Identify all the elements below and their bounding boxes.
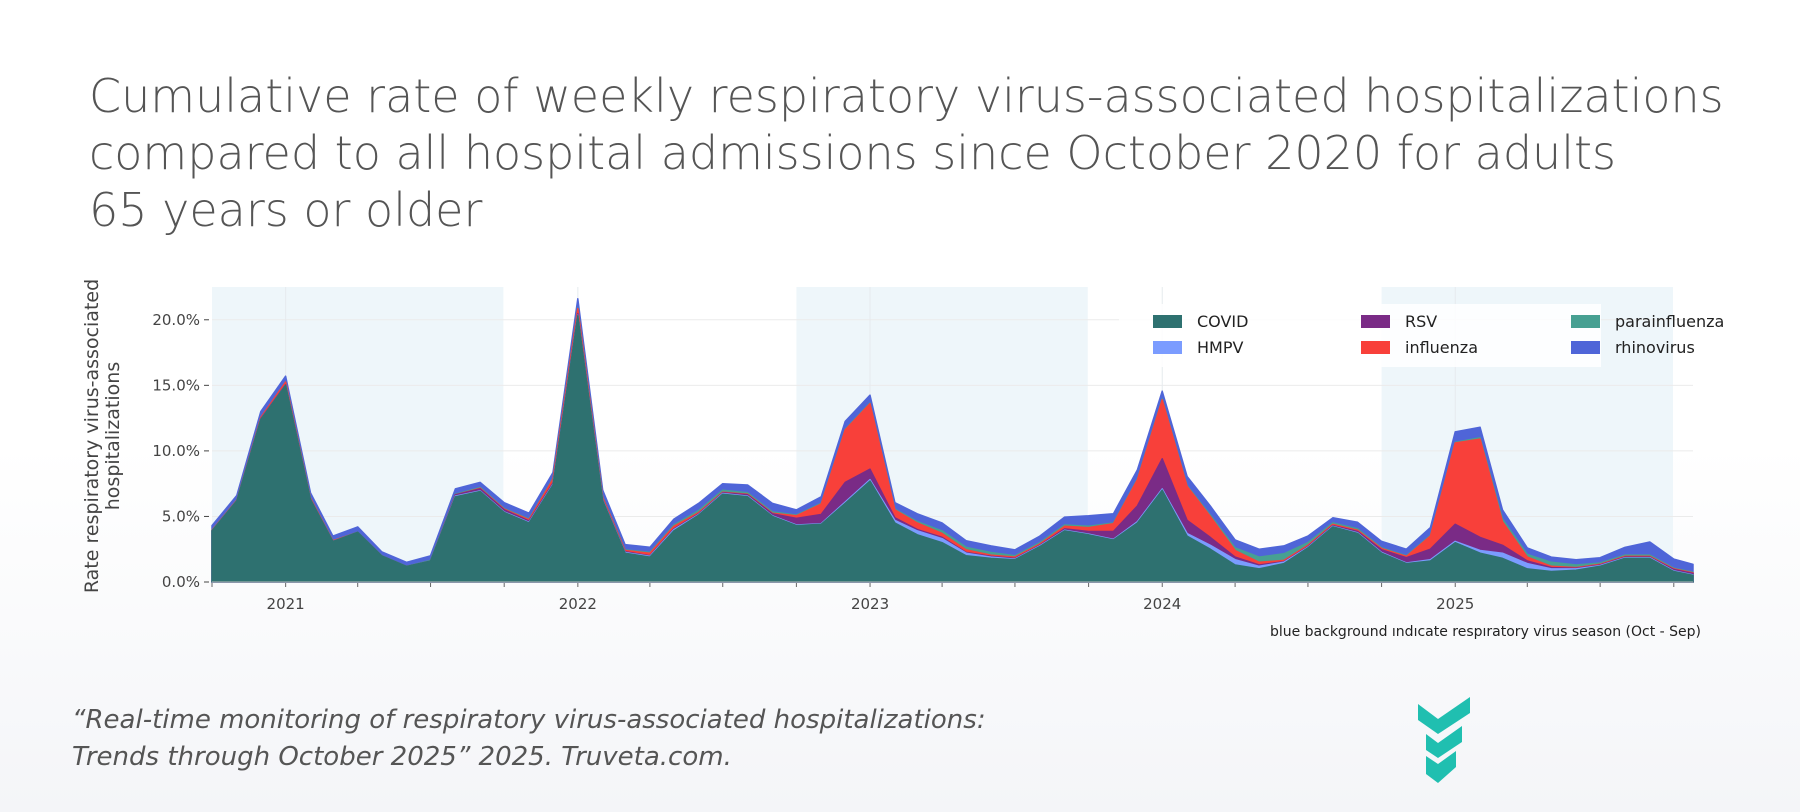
legend-item-influenza[interactable]: influenza [1361,338,1478,357]
y-tick-label: 20.0% [152,311,200,329]
x-tick-label: 2024 [1143,595,1181,613]
citation-line: “Real-time monitoring of respiratory vir… [72,705,986,735]
legend-swatch [1361,315,1390,328]
legend-swatch [1571,315,1600,328]
x-tick-label: 2025 [1436,595,1474,613]
legend-item-covid[interactable]: COVID [1153,312,1248,331]
season-note: blue background ındıcate respıratory vir… [1269,624,1701,640]
legend-label: rhinovirus [1615,338,1695,357]
y-tick-label: 5.0% [162,507,200,525]
legend-label: RSV [1405,312,1438,331]
x-tick-label: 2023 [851,595,889,613]
legend-swatch [1361,341,1390,354]
legend-swatch [1153,341,1182,354]
title-line: 65 years or older [89,183,483,237]
title-line: Cumulative rate of weekly respiratory vi… [89,69,1724,123]
y-tick-label: 10.0% [152,442,200,460]
y-tick-label: 0.0% [162,573,200,591]
page-title: Cumulative rate of weekly respiratory vi… [89,68,1739,239]
citation: “Real-time monitoring of respiratory vir… [72,702,986,776]
title-line: compared to all hospital admissions sinc… [89,126,1616,180]
legend-item-rhinovirus[interactable]: rhinovirus [1571,338,1695,357]
legend-swatch [1571,341,1600,354]
legend: COVID RSV parainfluenza HMPV influenza rhinov… [1119,304,1724,367]
x-tick-label: 2021 [267,595,305,613]
legend-item-rsv[interactable]: RSV [1361,312,1437,331]
y-axis-label: Rate respiratory virus-associated hospit… [81,278,124,594]
legend-label: influenza [1405,338,1478,357]
legend-label: HMPV [1197,338,1244,357]
y-axis-label-line: Rate respiratory virus-associated [81,278,103,594]
legend-label: COVID [1197,312,1249,331]
x-tick-label: 2022 [559,595,597,613]
legend-item-hmpv[interactable]: HMPV [1153,338,1243,357]
y-axis-label-line: hospitalizations [102,361,124,511]
citation-line: Trends through October 2025” 2025. Truve… [72,742,732,772]
truveta-logo-icon [1418,697,1470,783]
legend-swatch [1153,315,1182,328]
legend-label: parainfluenza [1615,312,1725,331]
legend-item-parainfluenza[interactable]: parainfluenza [1571,312,1724,331]
area-covid [211,315,1694,583]
y-tick-label: 15.0% [152,376,200,394]
